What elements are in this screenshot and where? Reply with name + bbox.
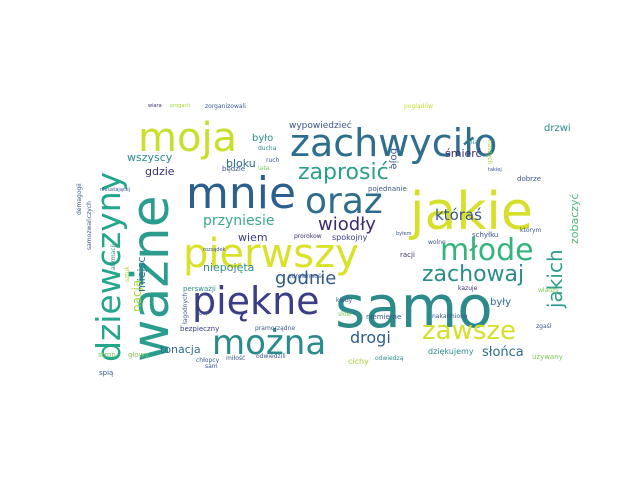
word: zachwyciło bbox=[290, 121, 498, 165]
word: miejsc bbox=[135, 256, 148, 292]
word: tonacja bbox=[160, 343, 201, 356]
word: pramorządne bbox=[255, 325, 296, 332]
word: samozwańczych bbox=[86, 201, 93, 250]
word: niemierne bbox=[366, 313, 402, 321]
word: zgaśi bbox=[536, 323, 552, 330]
word: łagodnych bbox=[182, 292, 189, 324]
word: naszych bbox=[486, 140, 493, 165]
word: wolne bbox=[428, 239, 446, 246]
word: afirmacji bbox=[110, 244, 117, 270]
word: spią bbox=[99, 369, 114, 377]
word: dobrze bbox=[517, 175, 542, 183]
word: takiej bbox=[488, 167, 502, 173]
word: odmienność bbox=[288, 273, 325, 280]
word: drogi bbox=[350, 328, 391, 347]
word: jakie bbox=[410, 182, 533, 242]
word: racji bbox=[400, 251, 415, 259]
word: dziewczyny bbox=[89, 171, 128, 362]
word: ducha bbox=[258, 145, 277, 152]
word: sztuk bbox=[124, 266, 131, 282]
word: boję bbox=[388, 148, 399, 170]
word: progach bbox=[170, 103, 191, 109]
word: można bbox=[212, 323, 327, 363]
word: poglądów bbox=[404, 103, 434, 110]
word: któraś bbox=[435, 206, 482, 224]
word: zawsze bbox=[422, 316, 517, 346]
word: wypowiedzieć bbox=[289, 121, 352, 131]
word: godnie bbox=[275, 268, 337, 289]
word: jakich bbox=[543, 249, 567, 308]
word: mnie bbox=[186, 168, 297, 219]
word: byłem bbox=[396, 231, 412, 237]
word: kiedy bbox=[336, 297, 353, 304]
word: ruch bbox=[266, 157, 280, 164]
word: władzy bbox=[538, 287, 559, 294]
word: używany bbox=[532, 353, 563, 361]
word: pojednanie bbox=[368, 185, 407, 193]
word: drzwi bbox=[544, 123, 571, 134]
word: rozsądek bbox=[203, 247, 226, 253]
word: śmierć bbox=[445, 147, 482, 160]
word: odwiedzą bbox=[375, 355, 404, 362]
word: zachowaj bbox=[422, 262, 525, 287]
word: odwiedzili bbox=[256, 353, 286, 360]
word: samo bbox=[335, 273, 493, 341]
word: niepojęta bbox=[203, 261, 255, 274]
word: bezpieczny bbox=[180, 325, 220, 333]
word: słońca bbox=[482, 345, 524, 360]
word: bloku bbox=[226, 157, 256, 170]
word: spokojny bbox=[332, 233, 368, 242]
word: persważji bbox=[183, 285, 216, 293]
word: sam bbox=[205, 363, 218, 370]
word: dnia bbox=[465, 139, 478, 146]
word: wiem bbox=[238, 231, 268, 244]
word: chłopcy bbox=[196, 357, 220, 364]
word: słów bbox=[338, 311, 352, 318]
word: nieustającej bbox=[100, 187, 131, 193]
word: pierwszy bbox=[183, 231, 359, 277]
word: głowy bbox=[128, 351, 149, 359]
word: wszyscy bbox=[127, 151, 173, 164]
word: ważne bbox=[121, 195, 181, 362]
word: stron bbox=[98, 351, 116, 359]
word: wiodły bbox=[318, 214, 376, 235]
word: demagogii bbox=[76, 183, 83, 215]
word: moja bbox=[138, 115, 238, 161]
word: nakarmione bbox=[432, 313, 468, 320]
word: zobaczyć bbox=[568, 193, 581, 244]
word: cichy bbox=[348, 357, 369, 366]
word: zorganizowali bbox=[205, 103, 246, 110]
word: którym bbox=[520, 227, 542, 234]
word: wiara bbox=[148, 103, 162, 109]
word: przyniesie bbox=[203, 213, 275, 229]
word: kazuje bbox=[458, 285, 478, 292]
word: gdzie bbox=[145, 165, 175, 178]
word: schyłku bbox=[472, 231, 499, 239]
word: miłość bbox=[226, 355, 246, 362]
word: piękne bbox=[192, 279, 320, 323]
word: będzie bbox=[222, 165, 246, 173]
word: zaprosić bbox=[298, 160, 389, 185]
word: były bbox=[490, 297, 512, 308]
word: młode bbox=[440, 233, 534, 268]
word: lata bbox=[258, 165, 270, 172]
word: oraz bbox=[305, 181, 383, 222]
word: było bbox=[252, 133, 274, 144]
word: nbcy bbox=[196, 311, 209, 317]
word: prorokow bbox=[294, 233, 322, 240]
word: dziękujemy bbox=[428, 347, 474, 356]
